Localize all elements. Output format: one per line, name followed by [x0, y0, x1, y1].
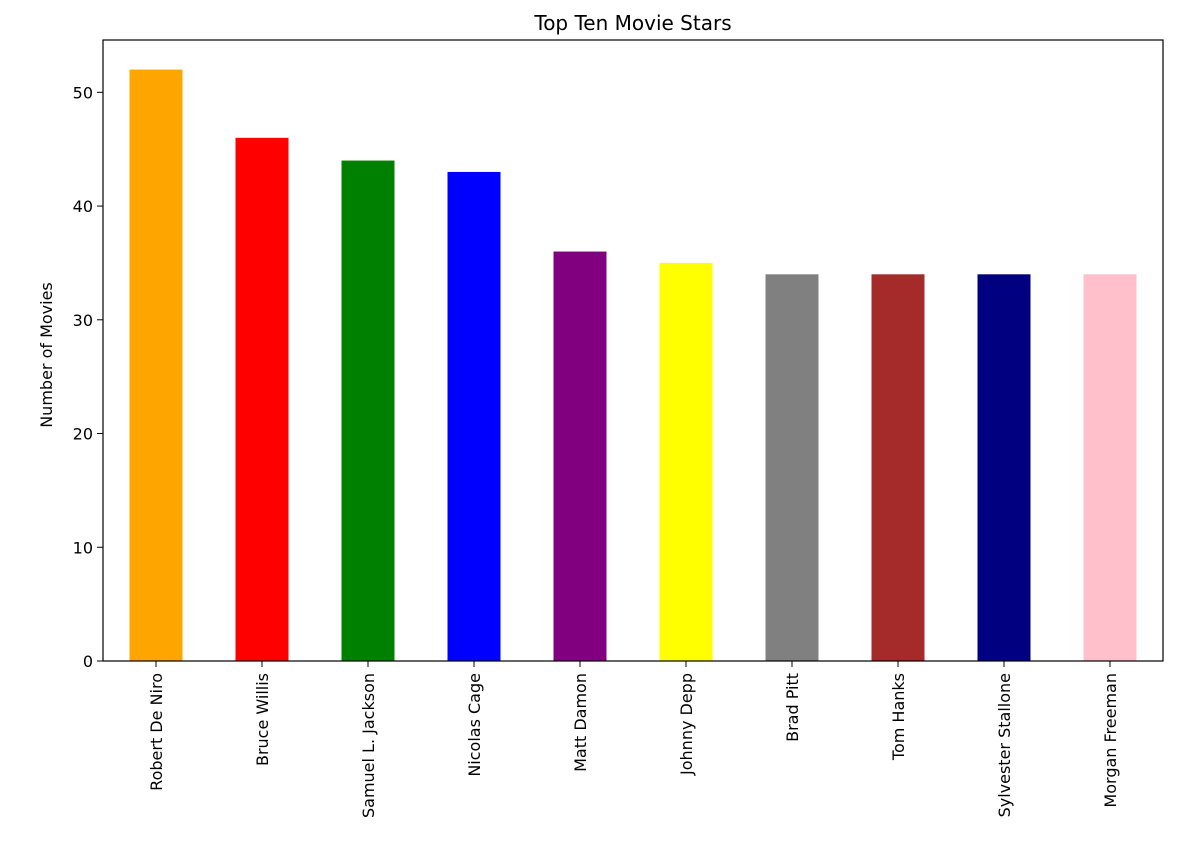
bar-brad-pitt [765, 274, 819, 661]
x-tick-label: Nicolas Cage [465, 673, 484, 777]
x-tick-label: Matt Damon [571, 673, 590, 772]
x-tick-label: Sylvester Stallone [995, 673, 1014, 817]
x-tick-label: Morgan Freeman [1101, 673, 1120, 808]
y-tick-label: 30 [73, 311, 93, 330]
bar-sylvester-stallone [977, 274, 1031, 661]
y-axis-label: Number of Movies [37, 282, 56, 428]
y-tick-label: 10 [73, 538, 93, 557]
x-ticks-group: Robert De Niro Bruce Willis Samuel L. Jack… [147, 661, 1120, 818]
bar-johnny-depp [659, 262, 713, 661]
x-tick-label: Samuel L. Jackson [359, 673, 378, 818]
x-tick-label: Johnny Depp [677, 673, 696, 776]
bar-morgan-freeman [1083, 274, 1137, 661]
bar-tom-hanks [871, 274, 925, 661]
plot-frame [102, 39, 1164, 662]
y-ticks-group: 0 10 20 30 40 50 [73, 83, 103, 671]
bars-group [129, 69, 1137, 662]
y-tick-label: 20 [73, 425, 93, 444]
bar-nicolas-cage [447, 171, 501, 661]
y-tick-label: 50 [73, 83, 93, 102]
x-tick-label: Robert De Niro [147, 673, 166, 791]
chart-title: Top Ten Movie Stars [533, 11, 731, 35]
bar-robert-de-niro [129, 69, 183, 661]
y-tick-label: 40 [73, 197, 93, 216]
x-tick-label: Bruce Willis [253, 673, 272, 766]
x-tick-label: Brad Pitt [783, 673, 802, 742]
y-tick-label: 0 [83, 652, 93, 671]
x-tick-label: Tom Hanks [889, 673, 908, 761]
bar-bruce-willis [235, 137, 289, 661]
bar-matt-damon [553, 251, 607, 662]
bar-samuel-l-jackson [341, 160, 395, 661]
